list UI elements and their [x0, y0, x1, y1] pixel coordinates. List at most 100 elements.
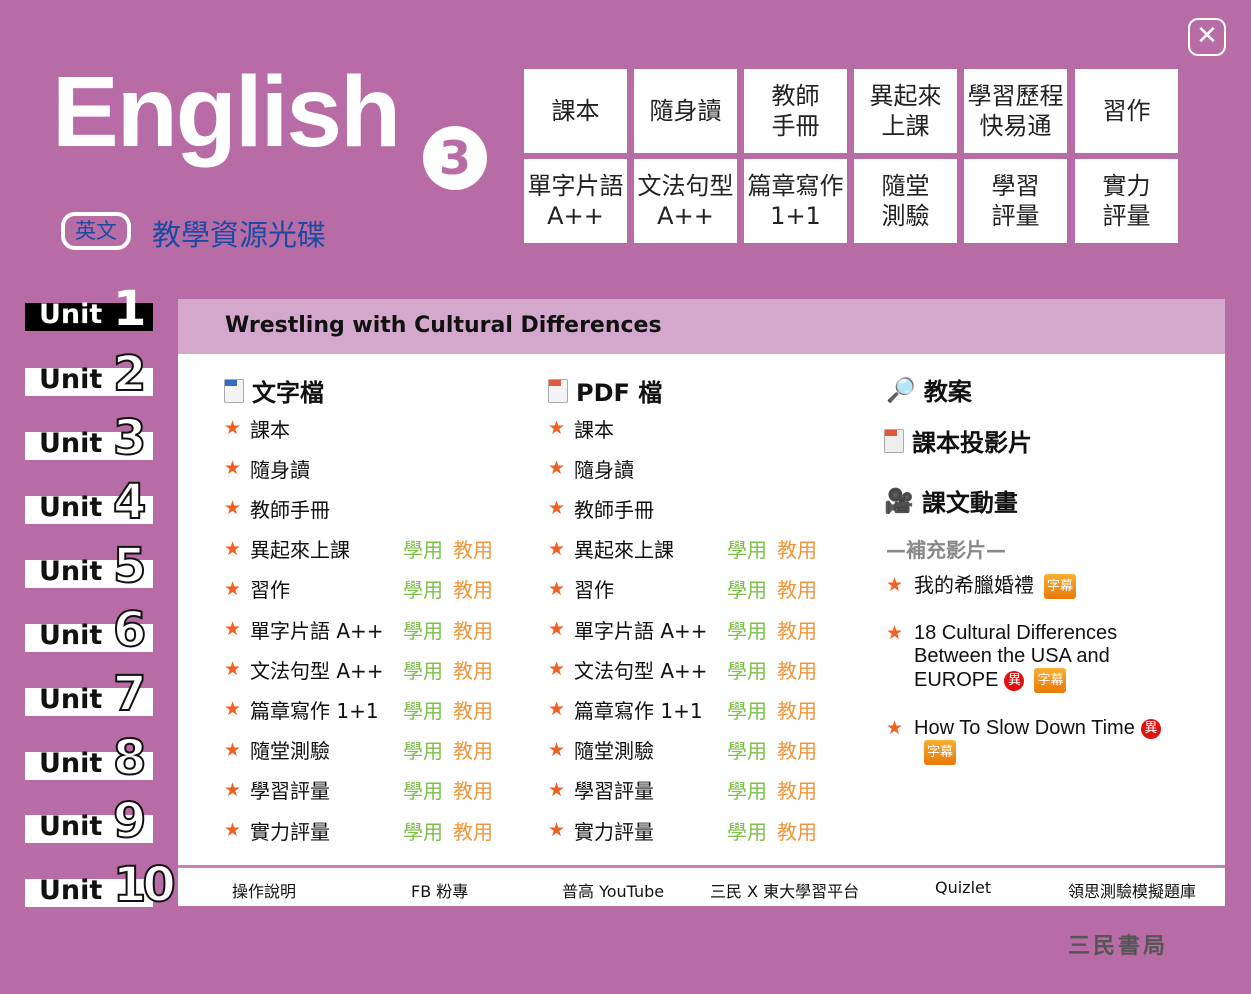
item-label: 異起來上課 [250, 538, 350, 563]
student-version-link[interactable]: 學用 [727, 578, 767, 603]
item-label[interactable]: 隨身讀 [250, 457, 310, 482]
teacher-version-link[interactable]: 教用 [777, 698, 817, 723]
teacher-version-link[interactable]: 教用 [777, 578, 817, 603]
grid-button[interactable]: 教師 手冊 [744, 69, 847, 153]
star-icon: ★ [548, 537, 566, 560]
teacher-version-link[interactable]: 教用 [453, 698, 493, 723]
lesson-plan-link[interactable]: 🔎 教案 [886, 372, 972, 407]
footer-link[interactable]: Quizlet [935, 878, 992, 897]
item-label[interactable]: 課本 [574, 417, 614, 442]
unit-tab-1[interactable]: Unit 1 [25, 281, 153, 337]
star-icon: ★ [224, 537, 242, 560]
grid-button[interactable]: 實力 評量 [1075, 159, 1178, 243]
item-label[interactable]: 隨身讀 [574, 457, 634, 482]
footer-link[interactable]: 操作說明 [232, 882, 297, 901]
student-version-link[interactable]: 學用 [727, 819, 767, 844]
student-version-link[interactable]: 學用 [403, 779, 443, 804]
footer-link[interactable]: FB 粉專 [411, 882, 469, 901]
student-version-link[interactable]: 學用 [727, 739, 767, 764]
slides-link[interactable]: 課本投影片 [884, 423, 1032, 458]
unit-tab-8[interactable]: Unit 8 [25, 729, 153, 787]
teacher-version-link[interactable]: 教用 [777, 618, 817, 643]
unit-number: 6 [112, 601, 147, 659]
grid-button[interactable]: 篇章寫作 1+1 [744, 159, 847, 243]
unit-tab-7[interactable]: Unit 7 [25, 665, 153, 723]
pdf-item-row: ★ 習作 學用 教用 [548, 576, 848, 603]
teacher-version-link[interactable]: 教用 [777, 819, 817, 844]
word-item-row: ★ 隨堂測驗 學用 教用 [224, 737, 524, 764]
teacher-version-link[interactable]: 教用 [453, 658, 493, 683]
unit-tab-2[interactable]: Unit 2 [25, 345, 153, 403]
student-version-link[interactable]: 學用 [403, 819, 443, 844]
teacher-version-link[interactable]: 教用 [453, 618, 493, 643]
teacher-version-link[interactable]: 教用 [453, 538, 493, 563]
animation-link[interactable]: 🎥 課文動畫 [884, 483, 1018, 518]
unit-tab-6[interactable]: Unit 6 [25, 601, 153, 659]
unit-tab-5[interactable]: Unit 5 [25, 537, 153, 595]
star-icon: ★ [224, 618, 242, 640]
unit-tab-9[interactable]: Unit 9 [25, 792, 153, 850]
teacher-version-link[interactable]: 教用 [453, 819, 493, 844]
pdf-item-row: ★ 隨身讀 [548, 455, 848, 482]
footer-link[interactable]: 普高 YouTube [562, 882, 665, 901]
star-icon: ★ [548, 658, 566, 681]
grid-button[interactable]: 課本 [524, 69, 627, 153]
grid-button[interactable]: 異起來 上課 [854, 69, 957, 153]
unit-panel: Wrestling with Cultural Differences 文字檔 … [178, 299, 1225, 906]
animation-text: 課文動畫 [921, 489, 1018, 517]
grid-button[interactable]: 單字片語 A++ [524, 159, 627, 243]
grid-button[interactable]: 隨身讀 [634, 69, 737, 153]
word-item-row: ★ 學習評量 學用 教用 [224, 777, 524, 804]
footer-link[interactable]: 三民 X 東大學習平台 [710, 882, 860, 901]
publisher-logo: 三民書局 [1068, 934, 1169, 959]
unit-number: 5 [112, 537, 147, 595]
teacher-version-link[interactable]: 教用 [777, 658, 817, 683]
teacher-version-link[interactable]: 教用 [777, 538, 817, 563]
supplement-video-link[interactable]: ★ How To Slow Down Time 異字幕 [886, 717, 1166, 765]
star-icon: ★ [224, 497, 242, 520]
subtitle-badge: 字幕 [924, 740, 957, 765]
student-version-link[interactable]: 學用 [403, 538, 443, 563]
star-icon: ★ [224, 819, 242, 841]
student-version-link[interactable]: 學用 [403, 578, 443, 603]
unit-tab-4[interactable]: Unit 4 [25, 473, 153, 531]
unit-tab-3[interactable]: Unit 3 [25, 409, 153, 467]
star-icon: ★ [224, 457, 242, 480]
close-button[interactable]: ✕ [1188, 18, 1226, 56]
student-version-link[interactable]: 學用 [403, 698, 443, 723]
grid-button[interactable]: 隨堂 測驗 [854, 159, 957, 243]
magnifier-icon: 🔎 [886, 375, 916, 404]
star-icon: ★ [224, 738, 242, 761]
word-item-row: ★ 課本 [224, 415, 524, 442]
teacher-version-link[interactable]: 教用 [453, 779, 493, 804]
teacher-version-link[interactable]: 教用 [777, 779, 817, 804]
student-version-link[interactable]: 學用 [403, 658, 443, 683]
footer-link[interactable]: 領思測驗模擬題庫 [1068, 882, 1197, 901]
grid-button[interactable]: 習作 [1075, 69, 1178, 153]
student-version-link[interactable]: 學用 [727, 698, 767, 723]
item-label[interactable]: 教師手冊 [250, 497, 330, 522]
student-version-link[interactable]: 學用 [727, 538, 767, 563]
ppt-icon [884, 428, 904, 453]
subtitle-badge: 字幕 [1034, 668, 1067, 693]
teacher-version-link[interactable]: 教用 [453, 739, 493, 764]
grid-button[interactable]: 學習歷程 快易通 [964, 69, 1067, 153]
student-version-link[interactable]: 學用 [727, 618, 767, 643]
item-label: 實力評量 [574, 819, 654, 844]
teacher-version-link[interactable]: 教用 [777, 739, 817, 764]
teacher-version-link[interactable]: 教用 [453, 578, 493, 603]
supplement-video-link[interactable]: ★ 18 Cultural Differences Between the USA… [886, 622, 1166, 693]
student-version-link[interactable]: 學用 [727, 658, 767, 683]
student-version-link[interactable]: 學用 [403, 739, 443, 764]
star-icon: ★ [224, 577, 242, 600]
pdf-files-heading: PDF 檔 [548, 373, 662, 408]
grid-button[interactable]: 學習 評量 [964, 159, 1067, 243]
supplement-video-link[interactable]: ★ 我的希臘婚禮 字幕 [886, 574, 1166, 599]
item-label[interactable]: 課本 [250, 417, 290, 442]
student-version-link[interactable]: 學用 [403, 618, 443, 643]
video-title: 我的希臘婚禮 [914, 574, 1034, 597]
student-version-link[interactable]: 學用 [727, 779, 767, 804]
unit-tab-10[interactable]: Unit 10 [25, 856, 177, 914]
item-label[interactable]: 教師手冊 [574, 497, 654, 522]
grid-button[interactable]: 文法句型 A++ [634, 159, 737, 243]
